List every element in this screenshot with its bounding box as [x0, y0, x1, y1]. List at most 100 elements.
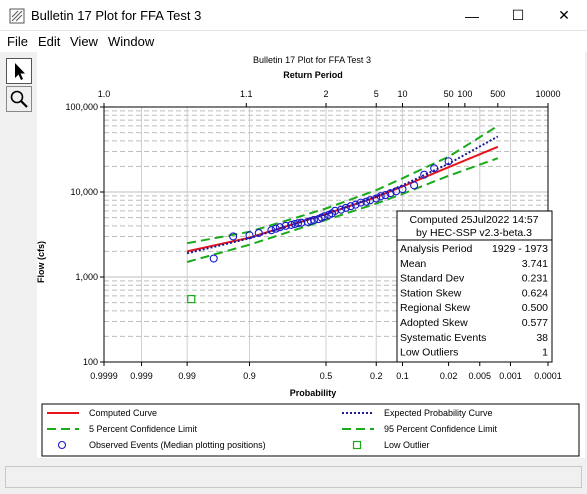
top-tick-label: 1.1	[240, 89, 253, 99]
x-tick-label: 0.001	[499, 371, 522, 381]
top-tick-label: 1.0	[98, 89, 111, 99]
legend-items: Computed Curve Expected Probability Curve…	[47, 408, 498, 450]
window-title: Bulletin 17 Plot for FFA Test 3	[31, 8, 202, 23]
stats-value: 0.624	[522, 287, 548, 299]
stats-box: Computed 25Jul2022 14:57 by HEC-SSP v2.3…	[396, 210, 553, 363]
stats-label: Mean	[400, 258, 426, 270]
y-tick-label: 1,000	[75, 272, 98, 282]
observed-event-point	[254, 228, 263, 237]
x-tick-label: 0.02	[440, 371, 458, 381]
stats-label: Analysis Period	[400, 243, 473, 255]
legend-frame	[41, 403, 580, 457]
stats-computed: Computed 25Jul2022 14:57	[409, 214, 538, 226]
stats-value: 0.500	[522, 302, 548, 314]
observed-event-point	[330, 206, 340, 215]
observed-event-point	[376, 192, 385, 201]
x-tick-label: 0.5	[320, 371, 333, 381]
stats-by: by HEC-SSP v2.3-beta.3	[416, 227, 532, 239]
top-tick-label: 5	[374, 89, 379, 99]
observed-event-point	[267, 226, 276, 235]
observed-event-point	[281, 221, 290, 230]
observed-event-point	[229, 232, 238, 241]
legend-label: 5 Percent Confidence Limit	[89, 424, 198, 434]
close-icon: ✕	[558, 7, 570, 23]
x-tick-label: 0.999	[130, 371, 153, 381]
zoom-tool[interactable]	[6, 86, 32, 112]
y-tick-label: 100,000	[65, 102, 98, 112]
chart-app-icon	[9, 8, 25, 24]
plot-title: Bulletin 17 Plot for FFA Test 3	[253, 55, 371, 65]
observed-event-point	[341, 203, 350, 212]
legend: Computed Curve Expected Probability Curve…	[41, 403, 580, 457]
minimize-icon: —	[465, 7, 479, 24]
series	[186, 125, 499, 304]
observed-event-point	[430, 164, 439, 173]
flow-axis-title: Flow (cfs)	[37, 241, 46, 283]
stats-value: 1929 - 1973	[492, 243, 548, 255]
stats-box-frame	[396, 210, 553, 363]
status-bar	[5, 466, 582, 488]
close-button[interactable]: ✕	[541, 0, 587, 31]
maximize-icon: ☐	[511, 7, 525, 23]
return-period-axis-title: Return Period	[283, 70, 343, 80]
menu-bar: File Edit View Window	[0, 31, 587, 52]
stats-value: 0.577	[522, 317, 548, 329]
observed-event-point	[271, 224, 280, 233]
top-tick-label: 500	[490, 89, 505, 99]
plot-panel: Bulletin 17 Plot for FFA Test 3 Return P…	[36, 52, 585, 458]
x-tick-label: 0.2	[370, 371, 383, 381]
menu-window[interactable]: Window	[108, 34, 155, 49]
observed-event-point	[420, 170, 429, 179]
x-tick-label: 0.0001	[534, 371, 562, 381]
top-tick-label: 100	[457, 89, 472, 99]
legend-swatch-circle	[57, 440, 67, 450]
pointer-tool[interactable]	[6, 58, 32, 84]
stats-value: 1	[542, 347, 548, 359]
stats-label: Systematic Events	[400, 332, 486, 344]
observed-event-point	[444, 157, 453, 166]
stats-value: 38	[536, 332, 548, 344]
x-tick-label: 0.1	[396, 371, 409, 381]
menu-file[interactable]: File	[7, 34, 28, 49]
observed-event-point	[245, 231, 254, 240]
low-outlier-point	[187, 294, 196, 304]
observed-event-point	[209, 254, 218, 263]
axis-ticks: 100 1,000 10,000 100,000 0.9999 0.999 0.99 0.9 0…	[65, 89, 561, 381]
stats-rows: Analysis Period 1929 - 1973 Mean 3.741 Stand…	[400, 243, 548, 359]
stats-label: Regional Skew	[400, 302, 470, 314]
title-bar: Bulletin 17 Plot for FFA Test 3 — ☐ ✕	[0, 0, 587, 31]
legend-label: 95 Percent Confidence Limit	[384, 424, 498, 434]
x-tick-label: 0.9999	[90, 371, 118, 381]
y-tick-label: 10,000	[70, 187, 98, 197]
legend-label: Expected Probability Curve	[384, 408, 493, 418]
5-percent-confidence-limit-line	[186, 157, 499, 263]
stats-label: Adopted Skew	[400, 317, 468, 329]
stats-label: Low Outliers	[400, 347, 458, 359]
frequency-plot[interactable]: Bulletin 17 Plot for FFA Test 3 Return P…	[36, 52, 585, 458]
legend-label: Observed Events (Median plotting positio…	[89, 440, 266, 450]
observed-event-point	[356, 198, 365, 207]
legend-label: Computed Curve	[89, 408, 157, 418]
arrow-pointer-icon	[15, 63, 25, 80]
legend-label: Low Outlier	[384, 440, 430, 450]
x-tick-label: 0.99	[178, 371, 196, 381]
observed-event-point	[372, 194, 381, 203]
menu-edit[interactable]: Edit	[38, 34, 61, 49]
minimize-button[interactable]: —	[449, 0, 495, 31]
observed-event-point	[309, 215, 318, 224]
top-tick-label: 2	[323, 89, 328, 99]
observed-event-point	[362, 197, 371, 206]
observed-event-point	[337, 205, 346, 214]
x-tick-label: 0.005	[468, 371, 491, 381]
menu-view[interactable]: View	[70, 34, 98, 49]
stats-value: 0.231	[522, 273, 548, 285]
legend-swatch-square	[352, 440, 362, 450]
observed-event-point	[410, 181, 419, 190]
top-tick-label: 50	[444, 89, 454, 99]
top-tick-label: 10	[397, 89, 407, 99]
x-tick-label: 0.9	[243, 371, 256, 381]
observed-event-point	[294, 219, 303, 228]
probability-axis-title: Probability	[290, 388, 337, 398]
observed-event-point	[275, 223, 284, 232]
maximize-button[interactable]: ☐	[495, 0, 541, 31]
